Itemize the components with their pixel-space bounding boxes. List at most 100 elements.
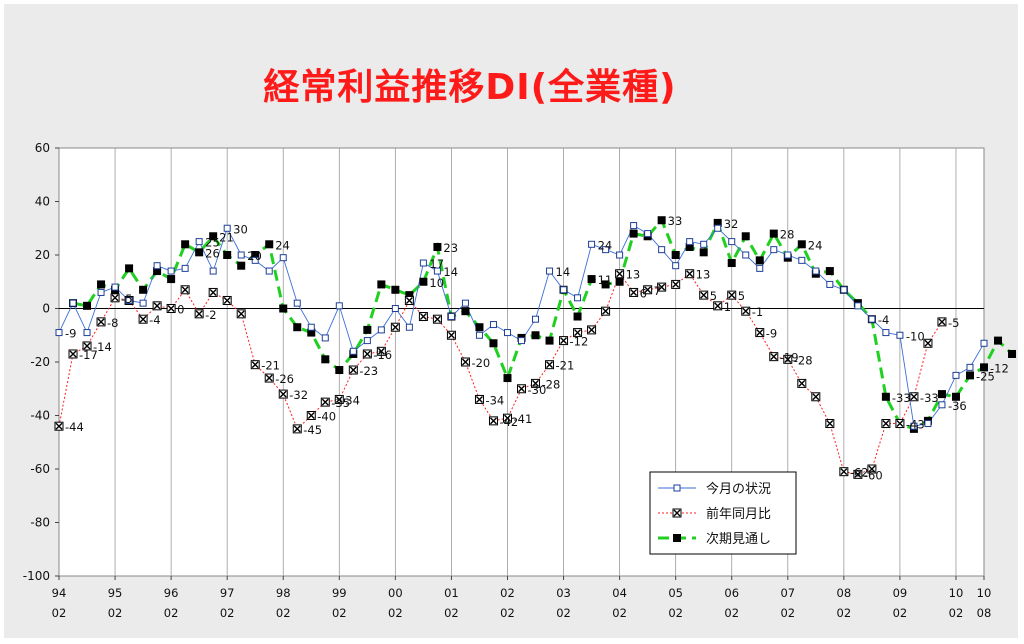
y-tick-label: 40 (35, 195, 50, 209)
y-tick-label: -60 (30, 462, 50, 476)
chart-title: 経常利益推移DI(全業種) (263, 67, 677, 108)
data-label: -23 (359, 364, 378, 378)
x-tick-label-year: 94 (52, 586, 67, 600)
x-tick-label-year: 99 (332, 586, 347, 600)
x-tick-label-year: 03 (556, 586, 571, 600)
data-label: 34 (345, 393, 360, 407)
data-point (727, 259, 736, 268)
data-point (910, 393, 918, 401)
data-label: 5 (710, 289, 717, 303)
x-tick-label-year: 05 (668, 586, 683, 600)
data-point (700, 240, 708, 248)
data-point (237, 261, 246, 270)
data-point (685, 242, 694, 251)
data-point (167, 275, 176, 284)
data-point (307, 323, 315, 331)
data-point (489, 417, 497, 425)
x-tick-label-year: 08 (837, 586, 852, 600)
x-tick-label-month: 02 (837, 606, 852, 620)
data-point (770, 353, 778, 361)
data-point (447, 331, 455, 339)
data-point (111, 294, 119, 302)
x-tick-label-month: 02 (108, 606, 123, 620)
data-label: -1 (752, 305, 763, 319)
data-point (377, 280, 386, 289)
data-label: -28 (542, 377, 561, 391)
data-label: 28 (780, 228, 795, 242)
data-point (307, 328, 316, 337)
data-point (419, 259, 427, 267)
data-point (588, 240, 596, 248)
data-point (615, 277, 624, 286)
data-label: 14 (556, 265, 571, 279)
data-label: -44 (65, 420, 84, 434)
data-point (882, 420, 890, 428)
x-tick-label-year: 07 (780, 586, 795, 600)
data-point (461, 307, 470, 316)
data-point (293, 323, 302, 332)
data-label: 10 (429, 276, 444, 290)
data-point (601, 280, 610, 289)
data-label: -8 (107, 316, 118, 330)
data-point (181, 264, 189, 272)
data-label: -9 (65, 327, 76, 341)
data-point (503, 329, 511, 337)
x-tick-label-month: 02 (556, 606, 571, 620)
x-tick-label-year: 00 (388, 586, 403, 600)
y-tick-label: 60 (35, 141, 50, 155)
data-label: -43 (906, 418, 925, 432)
y-tick-label: -20 (30, 355, 50, 369)
data-point (532, 379, 540, 387)
x-tick-label-month: 02 (332, 606, 347, 620)
data-point (546, 361, 554, 369)
data-point (391, 305, 399, 312)
data-point (574, 329, 582, 337)
data-point (644, 230, 652, 238)
data-label: 17 (429, 257, 444, 271)
data-label: -19 (780, 351, 799, 365)
data-point (447, 313, 455, 321)
data-point (377, 347, 385, 355)
data-label: -10 (906, 329, 925, 343)
data-point (377, 326, 385, 334)
data-point (868, 465, 876, 473)
data-point (153, 267, 162, 276)
data-point (265, 374, 273, 382)
data-point (475, 395, 483, 403)
data-point (489, 321, 497, 329)
data-label: 20 (247, 249, 262, 263)
data-label: -14 (93, 340, 112, 354)
data-point (560, 286, 568, 294)
data-label: 23 (443, 241, 458, 255)
data-point (700, 291, 708, 299)
data-point (630, 288, 638, 296)
data-label: 14 (443, 265, 458, 279)
data-point (826, 420, 834, 428)
data-point (167, 305, 175, 312)
data-point (769, 229, 778, 238)
y-tick-label: 0 (42, 302, 50, 316)
data-point (881, 392, 890, 401)
data-point (475, 323, 484, 332)
series-line (58, 272, 943, 475)
data-label: 5 (738, 289, 745, 303)
data-point (545, 336, 554, 345)
data-label: -35 (331, 396, 350, 410)
data-point (784, 355, 792, 363)
y-tick-label: -100 (23, 569, 50, 583)
x-tick-label-month: 02 (500, 606, 515, 620)
data-point (279, 254, 287, 262)
data-point (335, 366, 344, 375)
data-point (896, 420, 904, 428)
data-point (518, 385, 525, 393)
data-point (616, 251, 624, 259)
data-point (293, 299, 301, 307)
data-point (153, 302, 161, 310)
data-point (83, 329, 91, 337)
data-label: -41 (513, 412, 532, 426)
data-point (966, 363, 974, 371)
data-point (349, 366, 357, 374)
data-point (265, 240, 274, 249)
data-label: -33 (892, 391, 911, 405)
data-label: -42 (499, 415, 518, 429)
